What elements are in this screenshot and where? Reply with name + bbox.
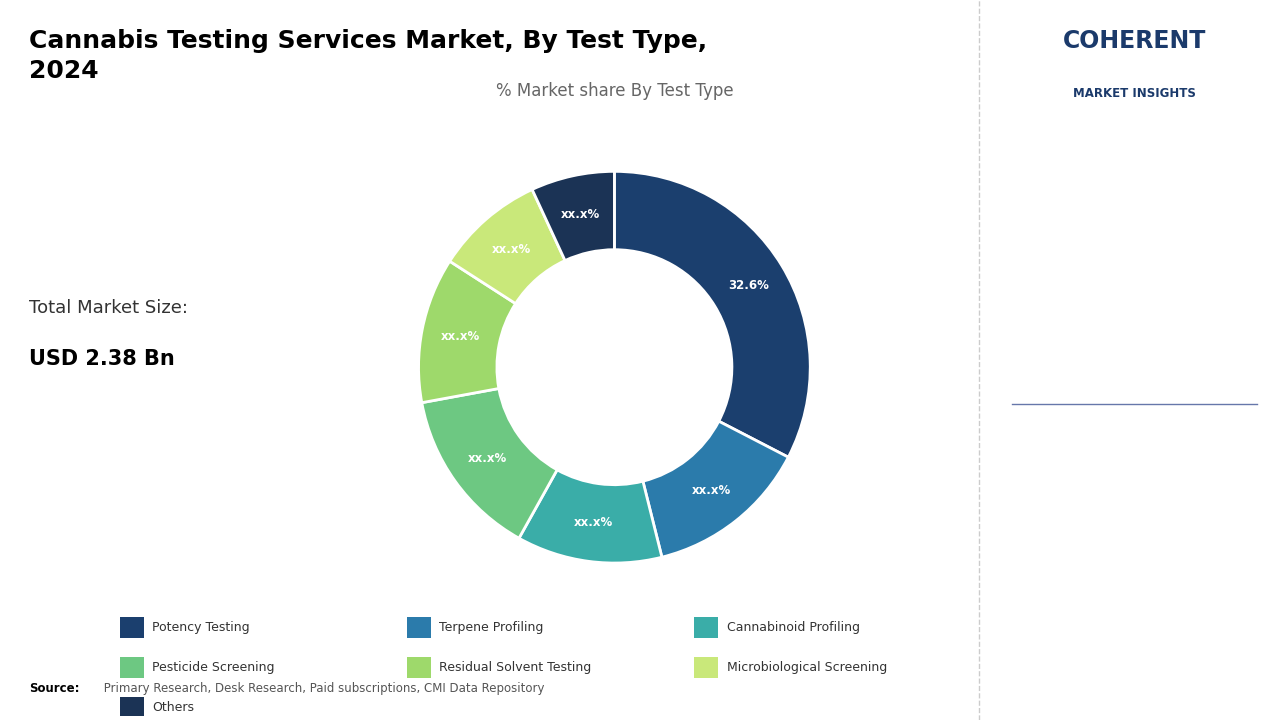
- Text: - Estimated Market: - Estimated Market: [1018, 328, 1162, 343]
- Text: xx.x%: xx.x%: [467, 452, 507, 465]
- Text: Terpene Profiling: Terpene Profiling: [439, 621, 544, 634]
- Text: xx.x%: xx.x%: [492, 243, 531, 256]
- Text: Potency Testing: Potency Testing: [152, 621, 250, 634]
- Bar: [119, 617, 143, 638]
- Text: USD 2.38 Bn: USD 2.38 Bn: [29, 349, 175, 369]
- Text: xx.x%: xx.x%: [561, 207, 600, 221]
- Text: Services: Services: [1018, 552, 1140, 580]
- Wedge shape: [449, 189, 564, 304]
- Wedge shape: [614, 171, 810, 457]
- Bar: [694, 617, 718, 638]
- Text: Market: Market: [1018, 608, 1117, 636]
- Text: 32.6%: 32.6%: [728, 279, 769, 292]
- Bar: [407, 617, 431, 638]
- Bar: [119, 696, 143, 717]
- Wedge shape: [643, 421, 788, 557]
- Wedge shape: [518, 470, 662, 563]
- Text: Cannabis Testing Services Market, By Test Type,
2024: Cannabis Testing Services Market, By Tes…: [29, 29, 708, 83]
- Text: Total Market Size:: Total Market Size:: [29, 299, 188, 317]
- Text: Test Type: Test Type: [1169, 286, 1244, 301]
- Text: Cannabis: Cannabis: [1018, 439, 1152, 467]
- Text: xx.x%: xx.x%: [692, 484, 731, 497]
- Text: Others: Others: [152, 701, 195, 714]
- Text: Revenue Share, 2024: Revenue Share, 2024: [1018, 366, 1181, 381]
- Text: xx.x%: xx.x%: [442, 330, 480, 343]
- Text: Source:: Source:: [29, 682, 79, 695]
- Text: Testing: Testing: [1018, 495, 1120, 523]
- Text: Primary Research, Desk Research, Paid subscriptions, CMI Data Repository: Primary Research, Desk Research, Paid su…: [100, 682, 544, 695]
- Text: COHERENT: COHERENT: [1062, 30, 1206, 53]
- Wedge shape: [419, 261, 516, 402]
- Text: Residual Solvent Testing: Residual Solvent Testing: [439, 661, 591, 674]
- Text: Microbiological Screening: Microbiological Screening: [727, 661, 887, 674]
- Text: xx.x%: xx.x%: [575, 516, 613, 529]
- Text: MARKET INSIGHTS: MARKET INSIGHTS: [1073, 87, 1196, 100]
- Text: 32.6%: 32.6%: [1018, 227, 1162, 269]
- Wedge shape: [532, 171, 614, 261]
- Text: Pesticide Screening: Pesticide Screening: [152, 661, 275, 674]
- Wedge shape: [422, 389, 557, 539]
- Bar: [694, 657, 718, 678]
- Bar: [407, 657, 431, 678]
- Bar: [119, 657, 143, 678]
- Title: % Market share By Test Type: % Market share By Test Type: [495, 82, 733, 100]
- Text: Cannabinoid Profiling: Cannabinoid Profiling: [727, 621, 860, 634]
- Text: Potency Testing: Potency Testing: [1018, 286, 1153, 301]
